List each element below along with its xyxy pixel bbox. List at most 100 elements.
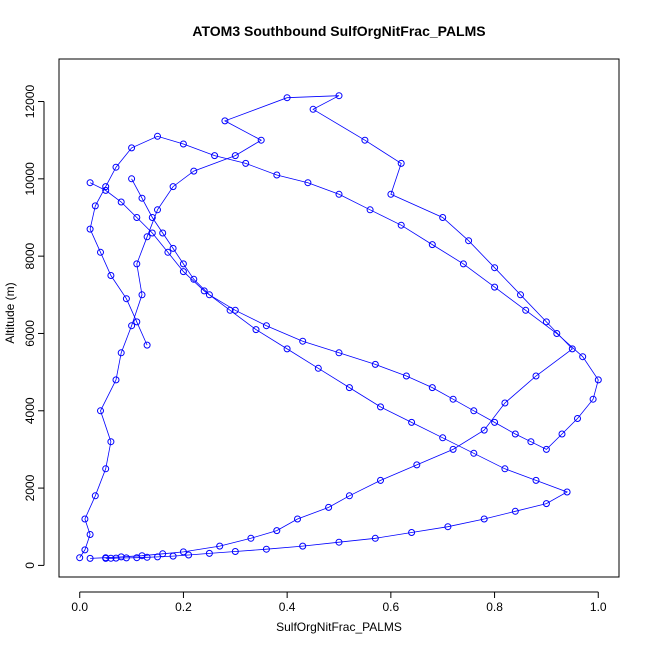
data-point: [444, 523, 452, 531]
data-point: [154, 132, 161, 140]
data-point: [262, 322, 270, 330]
data-point: [221, 117, 229, 125]
data-point: [428, 241, 436, 249]
data-point: [205, 291, 213, 299]
data-point: [299, 542, 307, 550]
data-point: [273, 171, 281, 179]
data-point: [387, 190, 395, 198]
data-point: [216, 542, 224, 550]
data-point: [439, 434, 447, 442]
data-point: [491, 418, 499, 426]
data-point: [449, 445, 457, 453]
data-point: [179, 260, 187, 268]
data-point: [542, 445, 550, 453]
data-point: [511, 507, 519, 515]
data-point: [138, 194, 146, 202]
data-point: [86, 531, 94, 538]
data-point: [558, 430, 566, 438]
data-point: [325, 503, 333, 511]
data-point: [273, 527, 281, 535]
data-point: [501, 399, 509, 407]
data-point: [589, 395, 597, 403]
data-point: [371, 360, 379, 368]
data-point: [480, 515, 488, 523]
data-layer: [76, 92, 602, 562]
data-point: [102, 465, 110, 473]
y-axis: 0 2000 4000 6000 8000 10000 12000: [23, 85, 45, 569]
data-point: [107, 438, 115, 446]
data-point: [532, 476, 540, 484]
data-point: [148, 229, 156, 237]
data-point: [91, 492, 99, 500]
data-point: [107, 272, 115, 279]
data-point: [283, 94, 291, 102]
data-point: [553, 330, 561, 337]
y-tick-label: 6000: [23, 320, 37, 347]
data-point: [517, 291, 524, 299]
data-point: [76, 554, 84, 562]
x-tick-label: 0.2: [175, 600, 192, 614]
data-point: [102, 186, 110, 194]
data-point: [449, 395, 457, 403]
data-point: [242, 159, 250, 167]
data-point: [252, 326, 260, 334]
data-point: [128, 175, 136, 183]
data-point: [200, 287, 208, 295]
x-tick-label: 1.0: [590, 600, 607, 614]
data-point: [86, 179, 94, 187]
data-point: [143, 341, 151, 349]
data-point: [594, 376, 602, 384]
x-tick-label: 0.4: [279, 600, 296, 614]
data-point: [169, 244, 177, 252]
data-point: [366, 206, 374, 214]
y-tick-label: 12000: [23, 85, 37, 119]
data-point: [377, 476, 384, 484]
series-line: [79, 95, 573, 559]
data-point: [117, 198, 125, 206]
data-point: [480, 426, 488, 434]
y-tick-label: 10000: [23, 162, 37, 196]
data-point: [97, 407, 104, 415]
data-point: [247, 534, 255, 542]
data-point: [112, 376, 120, 384]
data-point: [294, 515, 301, 523]
data-point: [465, 237, 473, 245]
data-point: [128, 144, 136, 152]
data-point: [190, 167, 198, 175]
data-point: [314, 364, 322, 372]
data-point: [179, 548, 187, 556]
data-point: [117, 349, 125, 357]
data-point: [107, 554, 115, 562]
y-tick-label: 0: [23, 562, 37, 569]
data-point: [501, 465, 509, 473]
data-point: [304, 179, 312, 187]
data-point: [86, 225, 94, 233]
data-point: [143, 233, 151, 241]
y-tick-label: 2000: [23, 474, 37, 501]
data-point: [143, 553, 151, 561]
data-point: [231, 548, 239, 555]
data-point: [112, 554, 120, 562]
data-point: [185, 551, 193, 559]
data-point: [470, 407, 478, 415]
chart-title: ATOM3 Southbound SulfOrgNitFrac_PALMS: [192, 23, 485, 39]
data-point: [511, 430, 519, 438]
data-point: [579, 353, 587, 361]
data-point: [568, 345, 576, 353]
data-point: [522, 306, 530, 314]
data-point: [563, 488, 571, 496]
data-point: [138, 291, 146, 299]
data-point: [459, 260, 467, 268]
data-point: [169, 552, 177, 560]
data-point: [86, 554, 94, 562]
data-point: [102, 183, 110, 191]
data-point: [122, 295, 130, 303]
data-point: [542, 318, 550, 326]
data-point: [428, 384, 436, 392]
data-point: [335, 190, 343, 198]
data-point: [491, 283, 499, 291]
y-axis-label: Altitude (m): [3, 282, 17, 343]
data-point: [283, 345, 291, 353]
data-point: [231, 306, 239, 314]
